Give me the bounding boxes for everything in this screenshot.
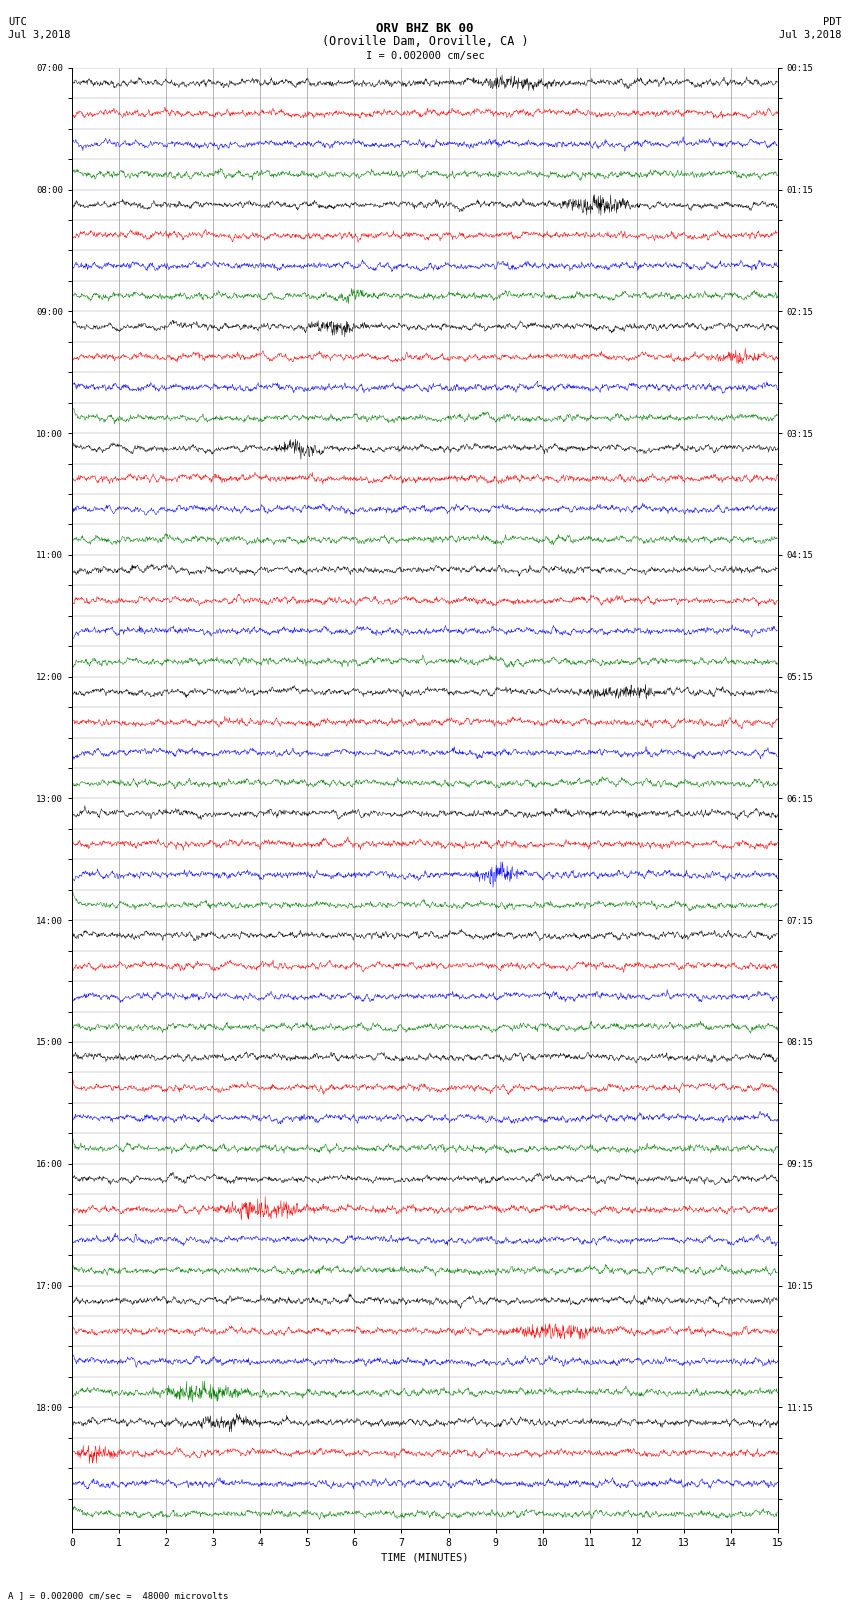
X-axis label: TIME (MINUTES): TIME (MINUTES)	[382, 1552, 468, 1563]
Text: Jul 3,2018: Jul 3,2018	[8, 31, 71, 40]
Text: PDT: PDT	[823, 18, 842, 27]
Text: A ] = 0.002000 cm/sec =  48000 microvolts: A ] = 0.002000 cm/sec = 48000 microvolts	[8, 1590, 229, 1600]
Text: (Oroville Dam, Oroville, CA ): (Oroville Dam, Oroville, CA )	[321, 35, 529, 48]
Text: UTC: UTC	[8, 18, 27, 27]
Text: Jul 3,2018: Jul 3,2018	[779, 31, 842, 40]
Text: ORV BHZ BK 00: ORV BHZ BK 00	[377, 21, 473, 35]
Text: I = 0.002000 cm/sec: I = 0.002000 cm/sec	[366, 52, 484, 61]
